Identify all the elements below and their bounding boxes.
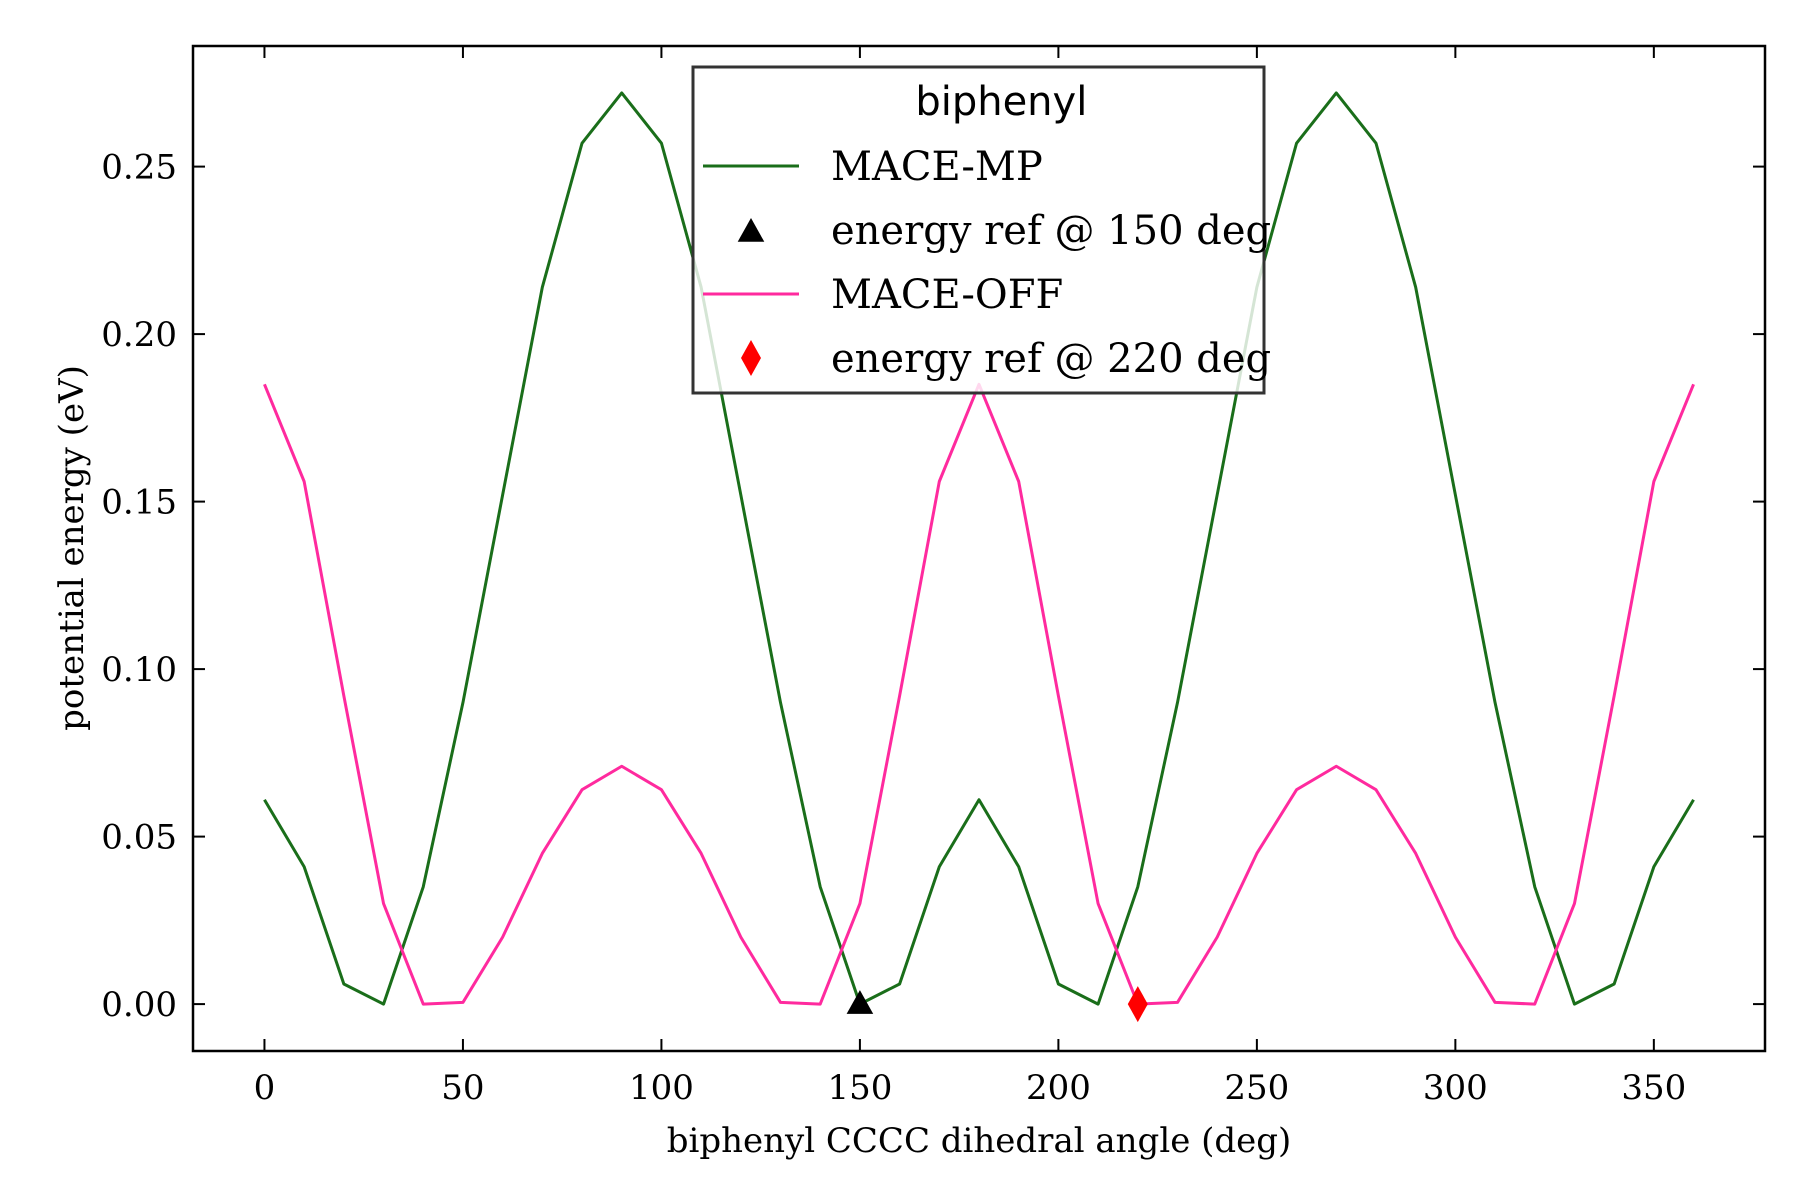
series-line-mace-mp	[263, 91, 1695, 1006]
x-tick-label: 250	[1224, 1068, 1289, 1108]
y-tick-label: 0.10	[101, 650, 177, 690]
x-tick-label: 300	[1423, 1068, 1488, 1108]
y-tick-label: 0.25	[101, 148, 177, 188]
y-axis-label: potential energy (eV)	[52, 365, 92, 731]
x-axis-label: biphenyl CCCC dihedral angle (deg)	[667, 1121, 1292, 1161]
y-tick-label: 0.15	[101, 483, 177, 523]
marker-energy-ref-150-deg	[846, 990, 874, 1014]
legend-marker-energy-ref-220-deg	[741, 340, 761, 376]
x-tick-label: 200	[1026, 1068, 1091, 1108]
plot-frame	[191, 44, 1767, 1053]
legend-box	[691, 65, 1266, 395]
legend: biphenyl MACE-MP energy ref @ 150 deg MACE-…	[691, 65, 1271, 395]
x-tick-label: 0	[254, 1068, 276, 1108]
x-tick-label: 150	[827, 1068, 892, 1108]
legend-label-mace-mp: MACE-MP	[831, 144, 1043, 190]
x-tick-label: 350	[1621, 1068, 1686, 1108]
y-tick-label: 0.00	[101, 985, 177, 1025]
legend-marker-energy-ref-150-deg	[737, 218, 765, 242]
x-tick-label: 50	[441, 1068, 484, 1108]
legend-title: biphenyl	[915, 79, 1087, 125]
ticks-layer: 0 50 100 150 200 250 300 350 0.00 0.05 0.10 0.15 0.2…	[101, 46, 1765, 1108]
x-tick-label: 100	[629, 1068, 694, 1108]
legend-label-energy-ref-150-deg: energy ref @ 150 deg	[831, 208, 1271, 254]
y-tick-label: 0.20	[101, 315, 177, 355]
legend-label-energy-ref-220-deg: energy ref @ 220 deg	[831, 336, 1271, 382]
legend-label-mace-off: MACE-OFF	[831, 272, 1063, 318]
marker-energy-ref-220-deg	[1127, 986, 1148, 1023]
y-tick-label: 0.05	[101, 818, 177, 858]
